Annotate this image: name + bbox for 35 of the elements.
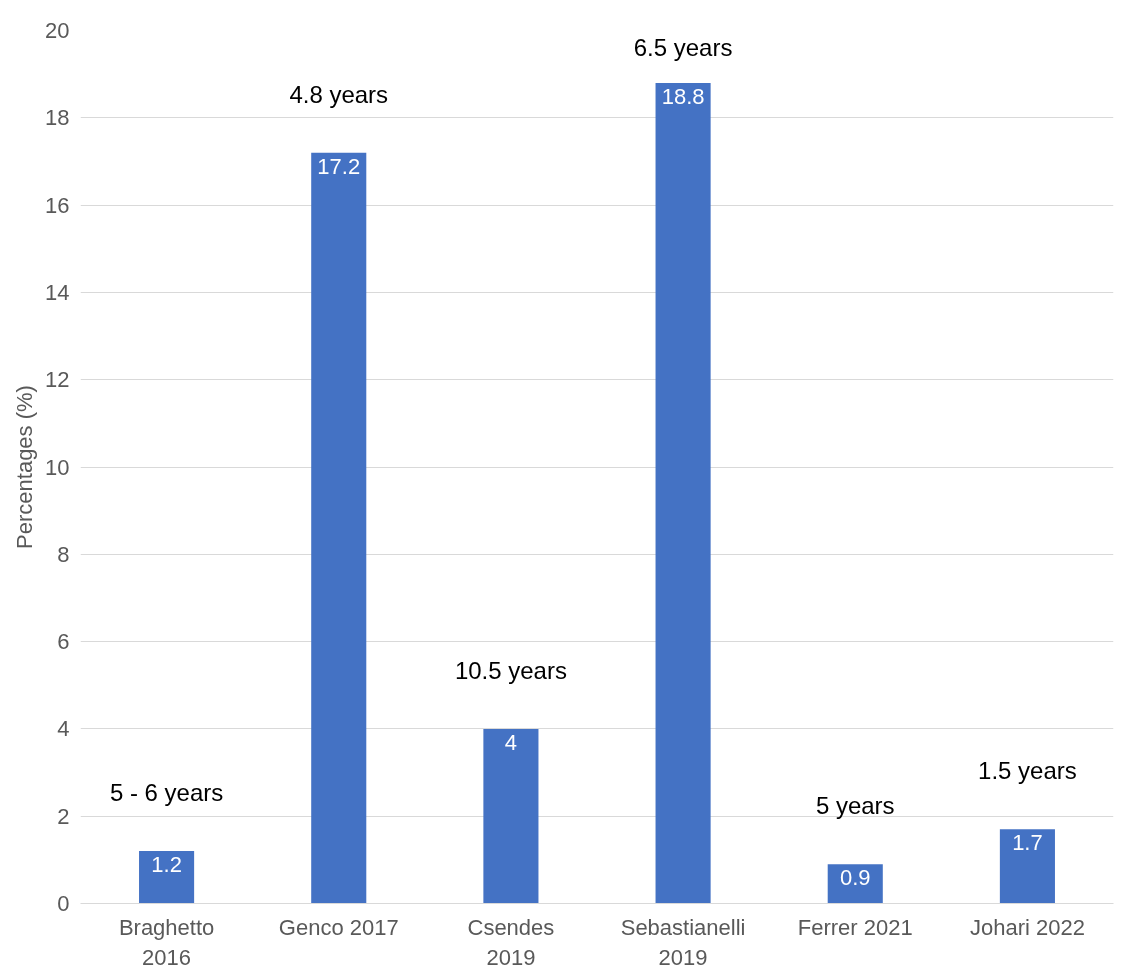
y-tick-label: 0 [57,891,70,916]
annotation: 6.5 years [633,34,733,62]
x-tick-label: Johari 2022 [969,914,1085,940]
y-tick-label: 2 [57,803,70,829]
bar [999,829,1055,904]
x-tick-label: Braghetto 2016 [118,914,215,970]
annotation: 1.5 years [978,757,1077,785]
data-label: 0.9 [839,865,871,891]
data-label: 4 [504,729,518,755]
annotation: 5 - 6 years [109,779,224,807]
y-tick-label: 12 [45,367,70,393]
x-tick-label: Sebastianelli 2019 [620,914,746,970]
x-tick-label: Genco 2017 [278,914,399,940]
y-tick-label: 10 [45,454,70,480]
data-label: 17.2 [317,153,361,179]
y-tick-label: 14 [45,279,70,305]
x-tick-label: Ferrer 2021 [797,914,913,940]
y-tick-label: 20 [45,18,70,43]
bar [483,728,539,904]
annotation: 4.8 years [289,80,389,108]
y-tick-label: 6 [57,629,70,655]
y-axis-title: Percentages (%) [12,385,38,549]
bar [139,851,195,904]
bar [655,82,711,904]
y-tick-label: 18 [45,105,70,131]
y-tick-label: 8 [57,541,70,567]
data-label: 1.7 [1012,830,1043,856]
bar [311,152,367,904]
data-label: 18.8 [661,83,705,109]
y-tick-label: 4 [57,716,70,742]
x-tick-label: Csendes 2019 [467,914,555,970]
annotation: 10.5 years [454,656,567,684]
y-tick-label: 16 [45,192,70,218]
data-label: 1.2 [151,852,182,878]
annotation: 5 years [815,792,895,820]
